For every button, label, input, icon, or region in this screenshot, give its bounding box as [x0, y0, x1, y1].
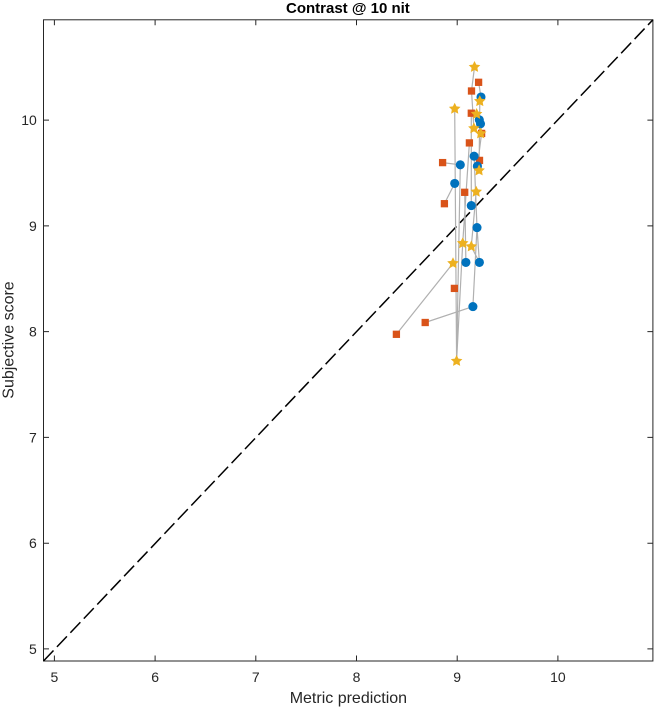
svg-text:5: 5	[51, 669, 59, 685]
svg-text:5: 5	[29, 641, 37, 657]
svg-text:10: 10	[21, 112, 37, 128]
svg-text:9: 9	[453, 669, 461, 685]
svg-text:7: 7	[29, 429, 37, 445]
svg-text:8: 8	[29, 324, 37, 340]
svg-text:9: 9	[29, 218, 37, 234]
svg-text:Contrast @ 10 nit: Contrast @ 10 nit	[286, 0, 410, 17]
svg-text:7: 7	[252, 669, 260, 685]
svg-text:8: 8	[353, 669, 361, 685]
svg-text:Subjective score: Subjective score	[0, 281, 17, 398]
svg-text:6: 6	[151, 669, 159, 685]
svg-text:6: 6	[29, 535, 37, 551]
svg-text:Metric prediction: Metric prediction	[290, 690, 407, 707]
svg-text:10: 10	[550, 669, 566, 685]
